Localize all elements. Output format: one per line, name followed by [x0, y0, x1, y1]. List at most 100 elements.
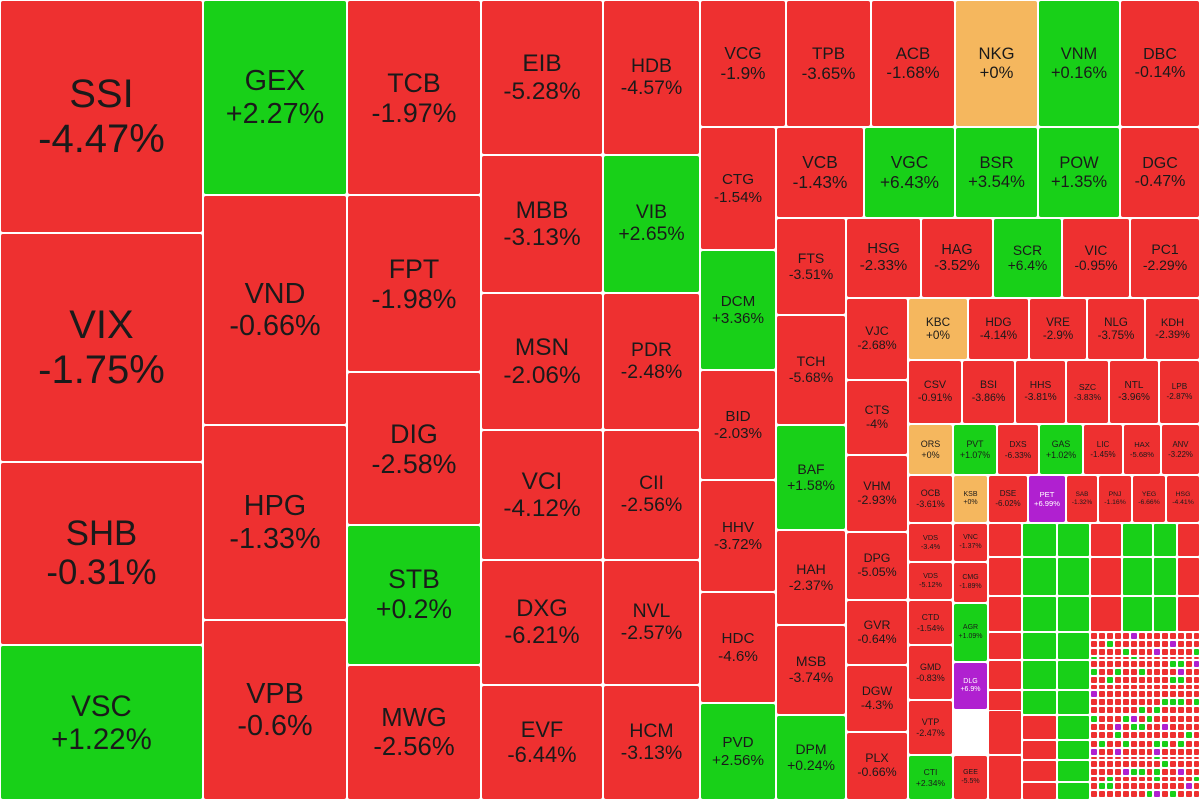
heatmap-tile-dpg[interactable]: DPG -5.05%: [846, 532, 908, 600]
heatmap-minor-tile[interactable]: [1169, 782, 1177, 790]
heatmap-minor-tile[interactable]: [1177, 760, 1185, 768]
heatmap-tile-tcb[interactable]: TCB -1.97%: [347, 0, 481, 195]
heatmap-minor-tile[interactable]: [1057, 660, 1090, 690]
heatmap-minor-tile[interactable]: [1146, 698, 1153, 706]
heatmap-minor-tile[interactable]: [1177, 640, 1185, 648]
heatmap-minor-tile[interactable]: [1185, 690, 1193, 698]
heatmap-minor-tile[interactable]: [1153, 656, 1161, 660]
heatmap-minor-tile[interactable]: [1130, 715, 1138, 723]
heatmap-minor-tile[interactable]: [1153, 690, 1161, 698]
heatmap-minor-tile[interactable]: [1114, 782, 1122, 790]
heatmap-minor-tile[interactable]: [1146, 776, 1153, 782]
heatmap-minor-tile[interactable]: [1193, 731, 1200, 739]
heatmap-minor-tile[interactable]: [1106, 748, 1114, 756]
heatmap-tile-cmg[interactable]: CMG -1.89%: [953, 562, 988, 603]
heatmap-minor-tile[interactable]: [1153, 768, 1161, 776]
heatmap-minor-tile[interactable]: [1161, 698, 1169, 706]
heatmap-minor-tile[interactable]: [1153, 684, 1161, 690]
heatmap-tile-vre[interactable]: VRE -2.9%: [1029, 298, 1087, 360]
heatmap-tile-scr[interactable]: SCR +6.4%: [993, 218, 1062, 298]
heatmap-minor-tile[interactable]: [1114, 748, 1122, 756]
heatmap-minor-tile[interactable]: [1169, 676, 1177, 684]
heatmap-minor-tile[interactable]: [1057, 690, 1090, 715]
heatmap-minor-tile[interactable]: [1122, 656, 1130, 660]
heatmap-tile-dcm[interactable]: DCM +3.36%: [700, 250, 776, 370]
heatmap-minor-tile[interactable]: [1130, 706, 1138, 714]
heatmap-minor-tile[interactable]: [1122, 557, 1153, 596]
heatmap-minor-tile[interactable]: [1193, 723, 1200, 731]
heatmap-tile-hsg[interactable]: HSG -4.41%: [1166, 475, 1200, 523]
heatmap-minor-tile[interactable]: [1057, 596, 1090, 632]
heatmap-minor-tile[interactable]: [1146, 748, 1153, 756]
heatmap-minor-tile[interactable]: [1114, 790, 1122, 798]
heatmap-minor-tile[interactable]: [1193, 790, 1200, 798]
heatmap-minor-tile[interactable]: [1169, 648, 1177, 656]
heatmap-minor-tile[interactable]: [1122, 690, 1130, 698]
heatmap-minor-tile[interactable]: [1090, 690, 1098, 698]
heatmap-minor-tile[interactable]: [1090, 790, 1098, 798]
heatmap-minor-tile[interactable]: [988, 660, 1022, 690]
heatmap-minor-tile[interactable]: [1169, 698, 1177, 706]
heatmap-minor-tile[interactable]: [1185, 648, 1193, 656]
heatmap-minor-tile[interactable]: [1169, 656, 1177, 660]
heatmap-minor-tile[interactable]: [1122, 640, 1130, 648]
heatmap-minor-tile[interactable]: [1057, 557, 1090, 596]
heatmap-tile-eib[interactable]: EIB -5.28%: [481, 0, 603, 155]
heatmap-minor-tile[interactable]: [1098, 756, 1106, 760]
heatmap-minor-tile[interactable]: [1138, 782, 1146, 790]
heatmap-minor-tile[interactable]: [1185, 723, 1193, 731]
heatmap-tile-pow[interactable]: POW +1.35%: [1038, 127, 1120, 218]
heatmap-minor-tile[interactable]: [1185, 660, 1193, 668]
heatmap-minor-tile[interactable]: [1161, 756, 1169, 760]
heatmap-minor-tile[interactable]: [1114, 676, 1122, 684]
heatmap-minor-tile[interactable]: [1146, 782, 1153, 790]
heatmap-minor-tile[interactable]: [1161, 760, 1169, 768]
heatmap-minor-tile[interactable]: [988, 632, 1022, 660]
heatmap-minor-tile[interactable]: [1138, 668, 1146, 676]
heatmap-tile-gas[interactable]: GAS +1.02%: [1039, 424, 1083, 475]
heatmap-tile-vnm[interactable]: VNM +0.16%: [1038, 0, 1120, 127]
heatmap-minor-tile[interactable]: [1153, 523, 1177, 557]
heatmap-minor-tile[interactable]: [1185, 790, 1193, 798]
heatmap-minor-tile[interactable]: [1169, 684, 1177, 690]
heatmap-tile-lic[interactable]: LIC -1.45%: [1083, 424, 1123, 475]
heatmap-minor-tile[interactable]: [1090, 596, 1122, 632]
heatmap-minor-tile[interactable]: [1146, 660, 1153, 668]
heatmap-tile-vgc[interactable]: VGC +6.43%: [864, 127, 955, 218]
heatmap-minor-tile[interactable]: [1169, 632, 1177, 640]
heatmap-minor-tile[interactable]: [1185, 731, 1193, 739]
heatmap-minor-tile[interactable]: [1146, 740, 1153, 748]
heatmap-minor-tile[interactable]: [1022, 632, 1057, 660]
heatmap-minor-tile[interactable]: [1138, 756, 1146, 760]
heatmap-minor-tile[interactable]: [1130, 731, 1138, 739]
heatmap-minor-tile[interactable]: [1153, 706, 1161, 714]
heatmap-minor-tile[interactable]: [1090, 668, 1098, 676]
heatmap-minor-tile[interactable]: [1146, 676, 1153, 684]
heatmap-minor-tile[interactable]: [1161, 776, 1169, 782]
heatmap-minor-tile[interactable]: [1130, 640, 1138, 648]
heatmap-minor-tile[interactable]: [1185, 684, 1193, 690]
heatmap-minor-tile[interactable]: [1169, 690, 1177, 698]
heatmap-minor-tile[interactable]: [1022, 596, 1057, 632]
heatmap-minor-tile[interactable]: [988, 710, 1022, 755]
heatmap-minor-tile[interactable]: [1146, 684, 1153, 690]
heatmap-minor-tile[interactable]: [1138, 690, 1146, 698]
heatmap-minor-tile[interactable]: [1098, 676, 1106, 684]
heatmap-minor-tile[interactable]: [1138, 698, 1146, 706]
heatmap-minor-tile[interactable]: [1193, 660, 1200, 668]
heatmap-minor-tile[interactable]: [1057, 632, 1090, 660]
heatmap-minor-tile[interactable]: [1185, 706, 1193, 714]
heatmap-minor-tile[interactable]: [1177, 690, 1185, 698]
heatmap-minor-tile[interactable]: [1177, 756, 1185, 760]
heatmap-tile-dse[interactable]: DSE -6.02%: [988, 475, 1028, 523]
heatmap-minor-tile[interactable]: [1090, 760, 1098, 768]
heatmap-minor-tile[interactable]: [1185, 740, 1193, 748]
heatmap-tile-fts[interactable]: FTS -3.51%: [776, 218, 846, 315]
heatmap-minor-tile[interactable]: [1177, 648, 1185, 656]
heatmap-minor-tile[interactable]: [1161, 656, 1169, 660]
heatmap-minor-tile[interactable]: [1138, 740, 1146, 748]
heatmap-minor-tile[interactable]: [1098, 684, 1106, 690]
heatmap-minor-tile[interactable]: [1130, 756, 1138, 760]
heatmap-minor-tile[interactable]: [1090, 648, 1098, 656]
heatmap-tile-vsc[interactable]: VSC +1.22%: [0, 645, 203, 800]
